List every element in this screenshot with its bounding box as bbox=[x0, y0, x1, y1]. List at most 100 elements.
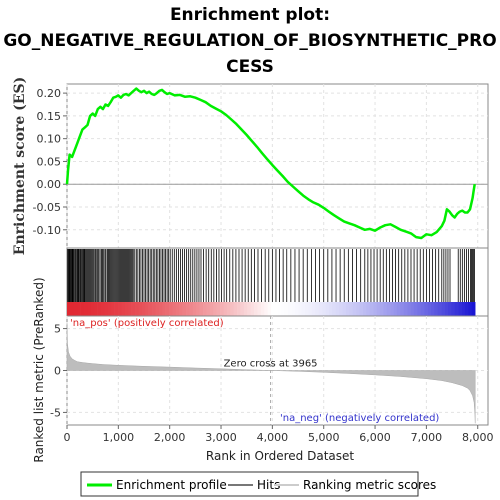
colorbar-segment bbox=[220, 302, 224, 316]
colorbar-segment bbox=[352, 302, 357, 316]
colorbar-segment bbox=[468, 302, 473, 316]
colorbar-segment bbox=[441, 302, 445, 316]
colorbar-segment bbox=[393, 302, 398, 316]
colorbar-segment bbox=[73, 302, 78, 316]
colorbar-segment bbox=[70, 302, 75, 316]
colorbar-segment bbox=[322, 302, 326, 316]
colorbar-segment bbox=[301, 302, 306, 316]
x-axis-label: Rank in Ordered Dataset bbox=[206, 449, 354, 463]
colorbar-segment bbox=[458, 302, 462, 316]
colorbar-segment bbox=[417, 302, 422, 316]
colorbar-segment bbox=[390, 302, 394, 316]
colorbar-segment bbox=[274, 302, 279, 316]
colorbar-segment bbox=[206, 302, 211, 316]
colorbar-segment bbox=[165, 302, 170, 316]
title-line-3: CESS bbox=[226, 57, 274, 77]
colorbar-segment bbox=[243, 302, 248, 316]
es-y-tick-label: 0.05 bbox=[37, 155, 62, 168]
colorbar-segment bbox=[145, 302, 149, 316]
colorbar-segment bbox=[114, 302, 119, 316]
colorbar-segment bbox=[179, 302, 183, 316]
colorbar-segment bbox=[383, 302, 388, 316]
ranking-metric-area bbox=[66, 323, 476, 424]
colorbar-segment bbox=[138, 302, 143, 316]
x-tick-label: 6,000 bbox=[359, 431, 391, 444]
colorbar-segment bbox=[118, 302, 122, 316]
colorbar-segment bbox=[148, 302, 153, 316]
colorbar-segment bbox=[305, 302, 309, 316]
colorbar-segment bbox=[407, 302, 411, 316]
colorbar-segment bbox=[444, 302, 449, 316]
colorbar-segment bbox=[169, 302, 173, 316]
es-y-ticks: 0.20 0.15 0.10 0.05 0.00 -0.05 -0.10 bbox=[33, 87, 67, 237]
colorbar-segment bbox=[223, 302, 228, 316]
colorbar-segment bbox=[349, 302, 354, 316]
colorbar-segment bbox=[403, 302, 408, 316]
x-tick-label: 8,000 bbox=[462, 431, 494, 444]
colorbar-segment bbox=[315, 302, 320, 316]
colorbar-segment bbox=[216, 302, 221, 316]
es-y-tick-label: 0.10 bbox=[37, 133, 62, 146]
colorbar-segment bbox=[298, 302, 302, 316]
rank-y-tick-label: 0 bbox=[54, 365, 61, 378]
colorbar-segment bbox=[141, 302, 146, 316]
colorbar-segment bbox=[328, 302, 333, 316]
colorbar-segment bbox=[356, 302, 360, 316]
colorbar-segment bbox=[369, 302, 374, 316]
colorbar-segment bbox=[254, 302, 258, 316]
colorbar-segment bbox=[107, 302, 112, 316]
colorbar-segment bbox=[325, 302, 330, 316]
colorbar-segment bbox=[189, 302, 194, 316]
colorbar-segment bbox=[437, 302, 442, 316]
x-tick-label: 7,000 bbox=[411, 431, 443, 444]
colorbar-segment bbox=[311, 302, 316, 316]
title-line-1: Enrichment plot: bbox=[170, 5, 330, 25]
colorbar-segment bbox=[87, 302, 92, 316]
colorbar-segment bbox=[175, 302, 180, 316]
colorbar-segment bbox=[376, 302, 381, 316]
colorbar-segment bbox=[420, 302, 425, 316]
colorbar-segment bbox=[373, 302, 377, 316]
rank-colorbar bbox=[67, 302, 476, 316]
es-y-tick-label: 0.15 bbox=[37, 110, 62, 123]
colorbar-segment bbox=[240, 302, 245, 316]
x-tick-label: 5,000 bbox=[308, 431, 340, 444]
colorbar-segment bbox=[213, 302, 217, 316]
colorbar-segment bbox=[277, 302, 282, 316]
colorbar-segment bbox=[104, 302, 109, 316]
colorbar-segment bbox=[342, 302, 347, 316]
colorbar-segment bbox=[250, 302, 255, 316]
colorbar-segment bbox=[97, 302, 102, 316]
colorbar-segment bbox=[434, 302, 439, 316]
colorbar-segment bbox=[84, 302, 88, 316]
colorbar-segment bbox=[400, 302, 405, 316]
colorbar-segment bbox=[471, 302, 476, 316]
colorbar-segment bbox=[152, 302, 156, 316]
colorbar-segment bbox=[294, 302, 299, 316]
colorbar-segment bbox=[332, 302, 337, 316]
colorbar-segment bbox=[284, 302, 289, 316]
colorbar-segment bbox=[260, 302, 265, 316]
colorbar-segment bbox=[121, 302, 126, 316]
x-tick-label: 1,000 bbox=[103, 431, 135, 444]
es-y-tick-label: 0.20 bbox=[37, 87, 62, 100]
colorbar-segment bbox=[237, 302, 241, 316]
x-tick-label: 0 bbox=[64, 431, 71, 444]
colorbar-segment bbox=[424, 302, 428, 316]
colorbar-segment bbox=[451, 302, 456, 316]
neg-correlated-label: 'na_neg' (negatively correlated) bbox=[280, 413, 439, 424]
colorbar-segment bbox=[192, 302, 197, 316]
colorbar-segment bbox=[124, 302, 129, 316]
colorbar-segment bbox=[447, 302, 452, 316]
colorbar-segment bbox=[291, 302, 296, 316]
colorbar-segment bbox=[430, 302, 435, 316]
legend-enrichment-label: Enrichment profile bbox=[116, 478, 227, 492]
rank-y-ticks: 5 0 -5 bbox=[50, 323, 67, 419]
colorbar-segment bbox=[386, 302, 391, 316]
colorbar-segment bbox=[379, 302, 384, 316]
colorbar-segment bbox=[339, 302, 343, 316]
x-tick-label: 4,000 bbox=[257, 431, 289, 444]
x-tick-label: 2,000 bbox=[154, 431, 186, 444]
rank-y-tick-label: 5 bbox=[54, 323, 61, 336]
